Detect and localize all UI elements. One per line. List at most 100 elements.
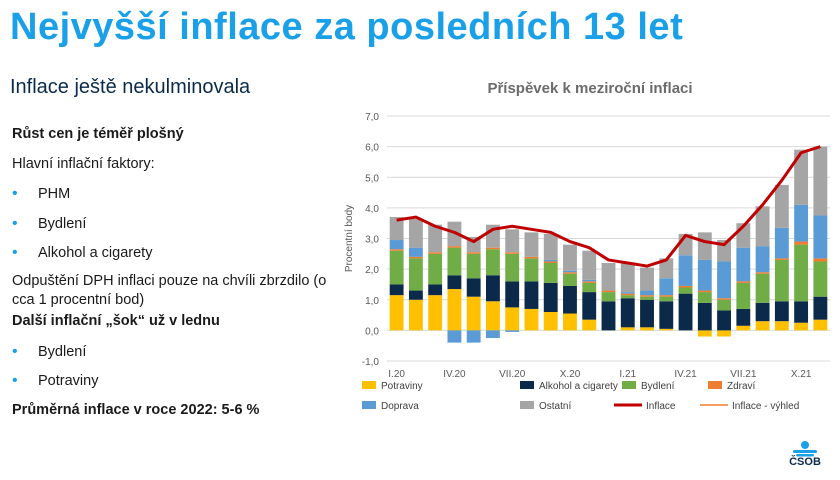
slide-subtitle: Inflace ještě nekulminovala xyxy=(10,76,251,98)
bar-segment xyxy=(774,301,789,322)
bar-segment xyxy=(408,258,423,291)
bar-segment xyxy=(447,330,462,343)
bar-segment xyxy=(428,252,443,254)
bar-segment xyxy=(620,298,635,328)
legend-label: Zdraví xyxy=(727,381,756,392)
bar-segment xyxy=(659,301,674,329)
bar-segment xyxy=(717,299,731,311)
left-text-panel: Růst cen je téměř plošný Hlavní inflační… xyxy=(12,120,332,425)
heading-price-growth: Růst cen je téměř plošný xyxy=(12,126,184,142)
bar-segment xyxy=(794,301,809,323)
bar-segment xyxy=(774,259,789,302)
legend-label: Doprava xyxy=(381,401,419,412)
bar-segment xyxy=(563,272,577,274)
bar-segment xyxy=(717,310,731,331)
bullet-icon: • xyxy=(12,372,18,389)
bar-segment xyxy=(582,319,597,331)
y-tick-label: 4,0 xyxy=(365,204,379,215)
legend-swatch xyxy=(362,381,376,389)
bullet-item: • Bydlení xyxy=(12,209,332,239)
y-tick-label: 1,0 xyxy=(365,296,379,307)
bar-segment xyxy=(505,281,520,308)
bar-segment xyxy=(794,322,809,331)
bar-segment xyxy=(659,258,674,279)
x-tick-label: IV.20 xyxy=(443,369,466,380)
bar-segment xyxy=(582,279,597,282)
legend-label: Inflace - výhled xyxy=(732,401,799,412)
bar-segment xyxy=(620,293,635,296)
x-tick-label: X.20 xyxy=(560,369,581,380)
bar-segment xyxy=(582,250,597,280)
bullet-text: Potraviny xyxy=(38,373,99,389)
bar-segment xyxy=(736,325,751,331)
bar-segment xyxy=(466,330,481,343)
bar-segment xyxy=(678,285,693,288)
bar-segment xyxy=(505,253,520,282)
y-tick-label: 5,0 xyxy=(365,173,379,184)
bar-segment xyxy=(428,253,443,285)
legend-swatch xyxy=(362,401,376,409)
legend-label: Inflace xyxy=(646,401,676,412)
bar-segment xyxy=(601,292,616,302)
bar-segment xyxy=(524,308,539,331)
bar-segment xyxy=(524,256,539,259)
bar-segment xyxy=(678,293,693,331)
x-tick-label: I.20 xyxy=(388,369,405,380)
bar-segment xyxy=(620,327,635,331)
bar-segment xyxy=(794,149,809,205)
x-tick-label: VII.20 xyxy=(499,369,526,380)
bar-segment xyxy=(447,247,462,276)
bar-segment xyxy=(524,232,539,257)
bar-segment xyxy=(794,241,809,245)
bar-segment xyxy=(428,295,443,331)
y-tick-label: 0,0 xyxy=(365,326,379,337)
legend-label: Ostatní xyxy=(539,401,571,412)
bar-segment xyxy=(774,321,789,331)
bar-segment xyxy=(543,259,558,262)
bar-segment xyxy=(640,299,654,328)
bar-segment xyxy=(697,232,712,260)
slide-title: Nejvyšší inflace za posledních 13 let xyxy=(10,6,684,48)
bar-segment xyxy=(794,244,809,302)
bar-segment xyxy=(563,244,577,271)
bar-segment xyxy=(486,249,500,276)
bar-segment xyxy=(447,289,462,331)
bar-segment xyxy=(524,258,539,282)
legend-swatch xyxy=(622,381,636,389)
bar-segment xyxy=(447,246,462,248)
bar-segment xyxy=(659,295,674,297)
chart-title: Příspěvek k meziroční inflaci xyxy=(487,80,693,97)
bar-segment xyxy=(813,215,828,259)
csob-logo-text: ČSOB xyxy=(789,456,821,468)
x-tick-label: IV.21 xyxy=(674,369,697,380)
bar-segment xyxy=(543,312,558,331)
bullet-text: Bydlení xyxy=(38,215,87,232)
bar-segment xyxy=(678,255,693,286)
x-tick-label: I.21 xyxy=(619,369,636,380)
bar-segment xyxy=(755,272,770,274)
bar-segment xyxy=(408,247,423,257)
bar-segment xyxy=(697,259,712,291)
bar-segment xyxy=(563,270,577,273)
bar-segment xyxy=(563,273,577,286)
bar-segment xyxy=(794,204,809,242)
bar-segment xyxy=(543,233,558,260)
vat-note: Odpuštění DPH inflaci pouze na chvíli zb… xyxy=(12,272,327,308)
bar-segment xyxy=(736,247,751,282)
inflation-line xyxy=(396,145,821,268)
bar-segment xyxy=(736,308,751,326)
bar-segment xyxy=(736,281,751,283)
bar-segment xyxy=(505,307,520,331)
y-axis-title: Procentní body xyxy=(344,205,355,272)
bullet-icon: • xyxy=(12,342,18,360)
bar-segment xyxy=(640,295,654,297)
legend-swatch xyxy=(708,381,722,389)
bar-segment xyxy=(678,287,693,294)
bar-segment xyxy=(755,273,770,303)
bar-segment xyxy=(505,330,520,332)
bar-segment xyxy=(486,330,500,339)
bar-segment xyxy=(466,252,481,254)
bar-segment xyxy=(717,298,731,300)
bar-segment xyxy=(428,284,443,296)
bar-segment xyxy=(389,217,404,241)
